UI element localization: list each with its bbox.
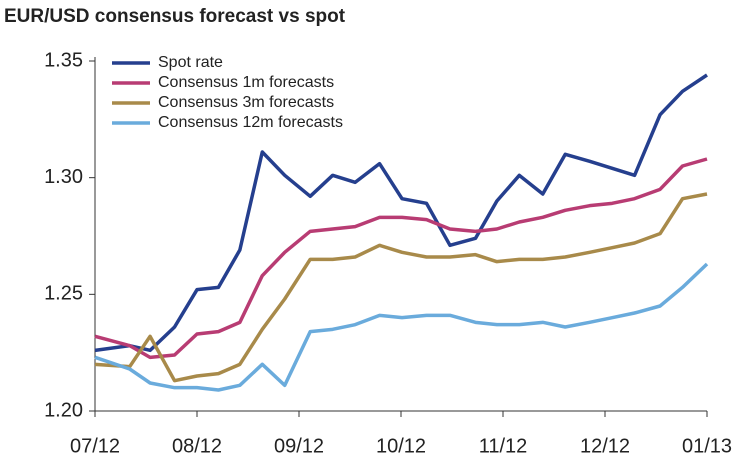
series-line: [94, 262, 709, 392]
y-tick-label: 1.25: [44, 283, 83, 305]
chart-title: EUR/USD consensus forecast vs spot: [4, 6, 346, 27]
x-tick-label: 08/12: [172, 435, 222, 457]
x-tick-label: 09/12: [274, 435, 324, 457]
legend-label: Spot rate: [158, 54, 223, 71]
legend-label: Consensus 3m forecasts: [158, 94, 334, 111]
x-tick-label: 01/13: [682, 435, 732, 457]
x-tick-label: 10/12: [376, 435, 426, 457]
x-tick-label: 12/12: [580, 435, 630, 457]
y-tick-label: 1.30: [44, 166, 83, 188]
series-line: [94, 73, 708, 353]
legend-label: Consensus 12m forecasts: [158, 114, 343, 131]
y-tick-label: 1.35: [44, 49, 83, 71]
x-tick-label: 07/12: [70, 435, 120, 457]
legend-label: Consensus 1m forecasts: [158, 74, 334, 91]
series-line: [94, 157, 708, 360]
series-line: [94, 192, 708, 383]
y-tick-label: 1.20: [44, 399, 83, 421]
x-tick-label: 11/12: [479, 435, 528, 457]
